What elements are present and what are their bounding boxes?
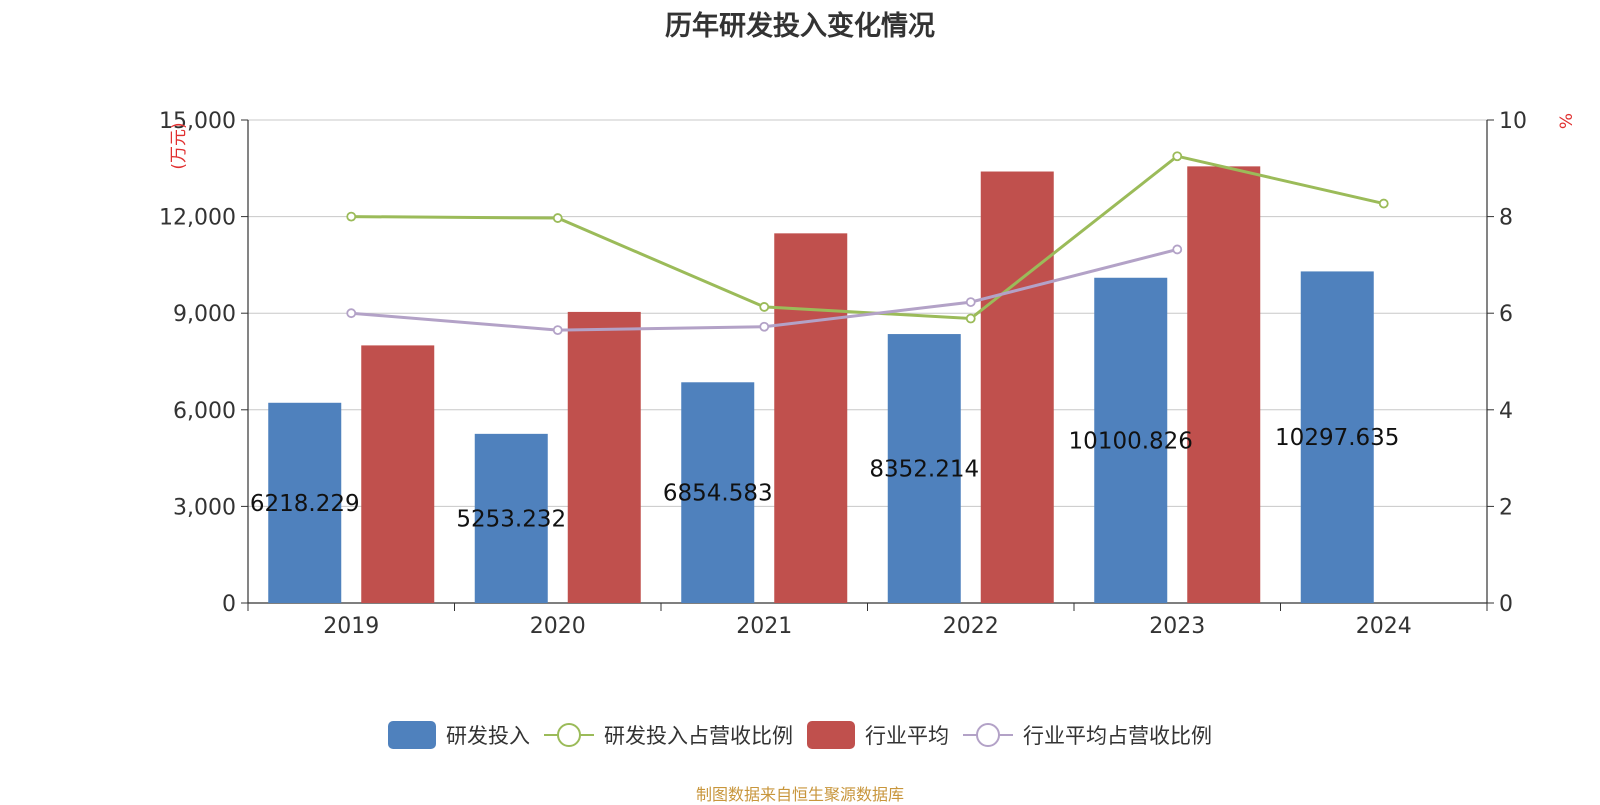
legend-label-industry: 行业平均 bbox=[865, 724, 949, 748]
y-left-tick-label: 6,000 bbox=[173, 399, 236, 424]
bar-industry bbox=[980, 171, 1054, 603]
legend: 研发投入 研发投入占营收比例 行业平均 行业平均占营收比例 bbox=[0, 720, 1600, 750]
bar-industry bbox=[1187, 166, 1261, 604]
y-right-tick-label: 10 bbox=[1499, 109, 1527, 134]
y-left-tick-label: 3,000 bbox=[173, 495, 236, 520]
industry-ratio-point bbox=[346, 308, 357, 319]
y-right-tick-label: 2 bbox=[1499, 495, 1513, 520]
data-label-rd: 5253.232 bbox=[456, 506, 566, 532]
axis-layer: 0 3,000 6,000 9,000 12,000 15,000 0 2 4 6 8 10 (万元)%… bbox=[159, 109, 1577, 639]
industry-ratio-point bbox=[1172, 244, 1183, 255]
bar-industry bbox=[361, 345, 435, 603]
label-layer: 6218.229 5253.232 6854.583 8352.214 10100.82… bbox=[250, 425, 1400, 532]
y-right-tick-label: 6 bbox=[1499, 302, 1513, 327]
legend-swatch-industry-ratio bbox=[963, 721, 1013, 749]
legend-swatch-rd-ratio bbox=[544, 721, 594, 749]
legend-item-industry-ratio[interactable]: 行业平均占营收比例 bbox=[963, 720, 1212, 750]
x-tick-label: 2021 bbox=[736, 614, 792, 639]
bar-rd bbox=[1300, 271, 1374, 603]
industry-ratio-point bbox=[759, 321, 770, 332]
bar-rd bbox=[887, 334, 961, 603]
legend-swatch-rd bbox=[388, 721, 436, 749]
data-label-rd: 8352.214 bbox=[869, 457, 979, 483]
y-left-tick-label: 12,000 bbox=[159, 206, 236, 231]
rd-ratio-point bbox=[1378, 198, 1389, 209]
legend-item-rd[interactable]: 研发投入 bbox=[388, 720, 530, 750]
rd-ratio-point bbox=[552, 213, 563, 223]
rd-ratio-point bbox=[1172, 151, 1183, 162]
legend-item-industry[interactable]: 行业平均 bbox=[807, 720, 949, 750]
y-right-axis-label: % bbox=[1557, 113, 1577, 129]
bar-rd bbox=[681, 382, 755, 603]
bar-rd bbox=[474, 433, 548, 603]
industry-ratio-point bbox=[552, 325, 563, 336]
legend-swatch-industry bbox=[807, 721, 855, 749]
rd-ratio-line bbox=[351, 154, 1385, 321]
x-tick-label: 2024 bbox=[1356, 614, 1412, 639]
source-note: 制图数据来自恒生聚源数据库 bbox=[695, 785, 904, 804]
x-tick-label: 2023 bbox=[1149, 614, 1205, 639]
rd-ratio-point bbox=[346, 211, 357, 222]
x-tick-label: 2020 bbox=[530, 614, 586, 639]
line-layer bbox=[346, 151, 1389, 336]
data-label-rd: 10297.635 bbox=[1275, 425, 1399, 451]
rd-ratio-point bbox=[965, 313, 976, 324]
y-left-tick-label: 15,000 bbox=[159, 109, 236, 134]
legend-label-rd: 研发投入 bbox=[446, 724, 530, 748]
rd-ratio-point bbox=[759, 302, 770, 312]
industry-ratio-point bbox=[965, 297, 976, 307]
y-left-tick-label: 0 bbox=[222, 592, 236, 617]
y-right-tick-label: 4 bbox=[1499, 399, 1513, 424]
x-tick-label: 2019 bbox=[323, 614, 379, 639]
data-label-rd: 6218.229 bbox=[250, 491, 360, 517]
y-left-tick-label: 9,000 bbox=[173, 302, 236, 327]
bar-industry bbox=[774, 233, 848, 603]
legend-label-industry-ratio: 行业平均占营收比例 bbox=[1023, 724, 1212, 748]
y-right-tick-label: 0 bbox=[1499, 592, 1513, 617]
data-label-rd: 6854.583 bbox=[663, 481, 773, 507]
x-tick-label: 2022 bbox=[943, 614, 999, 639]
chart-title: 历年研发投入变化情况 bbox=[665, 11, 935, 42]
bar-layer bbox=[268, 166, 1374, 604]
data-label-rd: 10100.826 bbox=[1069, 428, 1193, 454]
bar-rd bbox=[268, 402, 342, 603]
legend-item-rd-ratio[interactable]: 研发投入占营收比例 bbox=[544, 720, 793, 750]
bar-industry bbox=[567, 311, 641, 603]
bar-rd bbox=[1094, 277, 1168, 603]
legend-label-rd-ratio: 研发投入占营收比例 bbox=[604, 724, 793, 748]
y-right-tick-label: 8 bbox=[1499, 206, 1513, 231]
y-left-axis-label: (万元) bbox=[169, 122, 189, 169]
